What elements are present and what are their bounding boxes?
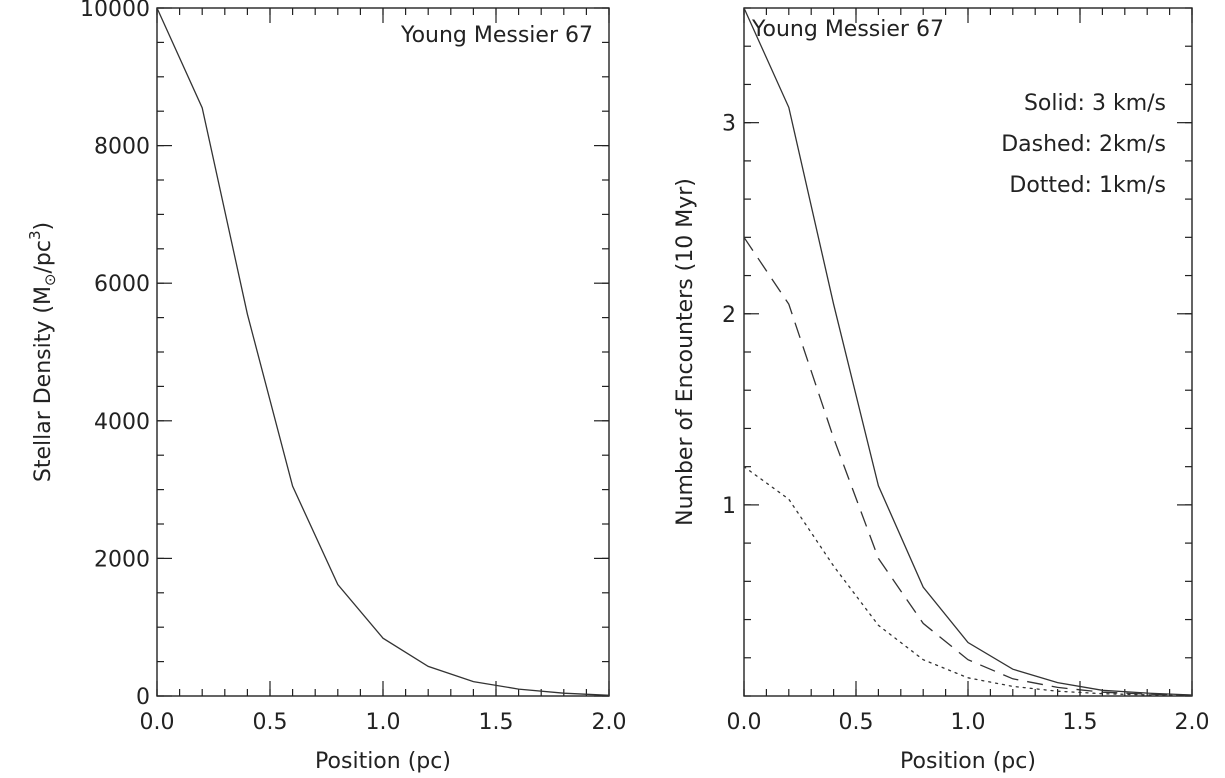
y-axis-title-left-main: Stellar Density (M bbox=[31, 286, 56, 482]
density-panel: 0.0 0.5 1.0 1.5 2.0 0 2000 4000 6000 8000 10000 Y… bbox=[26, 0, 627, 774]
series-dotted-line bbox=[743, 466, 1193, 697]
x-tick-label: 1.0 bbox=[366, 710, 401, 735]
series-solid-line bbox=[156, 7, 610, 696]
x-tick-label: 0.5 bbox=[253, 710, 288, 735]
x-axis-title-left: Position (pc) bbox=[315, 749, 451, 774]
y-tick-label: 0 bbox=[136, 685, 150, 710]
series-solid-line bbox=[743, 7, 1193, 696]
x-tick-label: 1.5 bbox=[479, 710, 514, 735]
x-tick-label: 0.0 bbox=[140, 710, 175, 735]
y-tick-label: 3 bbox=[722, 112, 736, 137]
x-axis-title-right: Position (pc) bbox=[900, 749, 1036, 774]
y-tick-label: 2000 bbox=[94, 547, 150, 572]
y-tick-label: 10000 bbox=[80, 0, 150, 22]
y-axis-title-left: Stellar Density (M⊙/pc3) bbox=[26, 222, 59, 482]
x-tick-labels-right: 0.0 0.5 1.0 1.5 2.0 bbox=[727, 710, 1210, 735]
x-tick-label: 2.0 bbox=[1175, 710, 1210, 735]
y-axis-title-left-end: ) bbox=[31, 222, 56, 231]
y-axis-title-left-mid: /pc bbox=[31, 240, 56, 273]
x-tick-label: 0.0 bbox=[727, 710, 762, 735]
y-tick-label: 6000 bbox=[94, 272, 150, 297]
legend-solid: Solid: 3 km/s bbox=[1024, 91, 1166, 116]
curves-right bbox=[743, 7, 1193, 697]
tick-marks-left bbox=[156, 7, 610, 697]
y-tick-labels-left: 0 2000 4000 6000 8000 10000 bbox=[80, 0, 150, 710]
curves-left bbox=[156, 7, 610, 696]
y-axis-title-left-sup: 3 bbox=[26, 230, 44, 240]
x-tick-label: 1.0 bbox=[951, 710, 986, 735]
x-tick-label: 0.5 bbox=[839, 710, 874, 735]
x-tick-labels-left: 0.0 0.5 1.0 1.5 2.0 bbox=[140, 710, 627, 735]
x-tick-label: 2.0 bbox=[592, 710, 627, 735]
annotation-right: Young Messier 67 bbox=[751, 17, 944, 42]
y-tick-label: 4000 bbox=[94, 410, 150, 435]
x-tick-label: 1.5 bbox=[1063, 710, 1098, 735]
annotation-left: Young Messier 67 bbox=[400, 23, 593, 48]
y-tick-label: 8000 bbox=[94, 135, 150, 160]
y-tick-labels-right: 1 2 3 bbox=[722, 112, 736, 519]
y-axis-title-left-sun: ⊙ bbox=[41, 273, 59, 286]
series-dashed-line bbox=[743, 236, 1193, 696]
y-tick-label: 1 bbox=[722, 494, 736, 519]
y-tick-label: 2 bbox=[722, 303, 736, 328]
legend-dashed: Dashed: 2km/s bbox=[1001, 132, 1166, 157]
plot-frame-left bbox=[156, 7, 610, 697]
legend-dotted: Dotted: 1km/s bbox=[1009, 173, 1166, 198]
y-axis-title-right: Number of Encounters (10 Myr) bbox=[673, 178, 698, 526]
encounters-panel: 0.0 0.5 1.0 1.5 2.0 1 2 3 Young Messier 67 Sol… bbox=[673, 7, 1210, 774]
